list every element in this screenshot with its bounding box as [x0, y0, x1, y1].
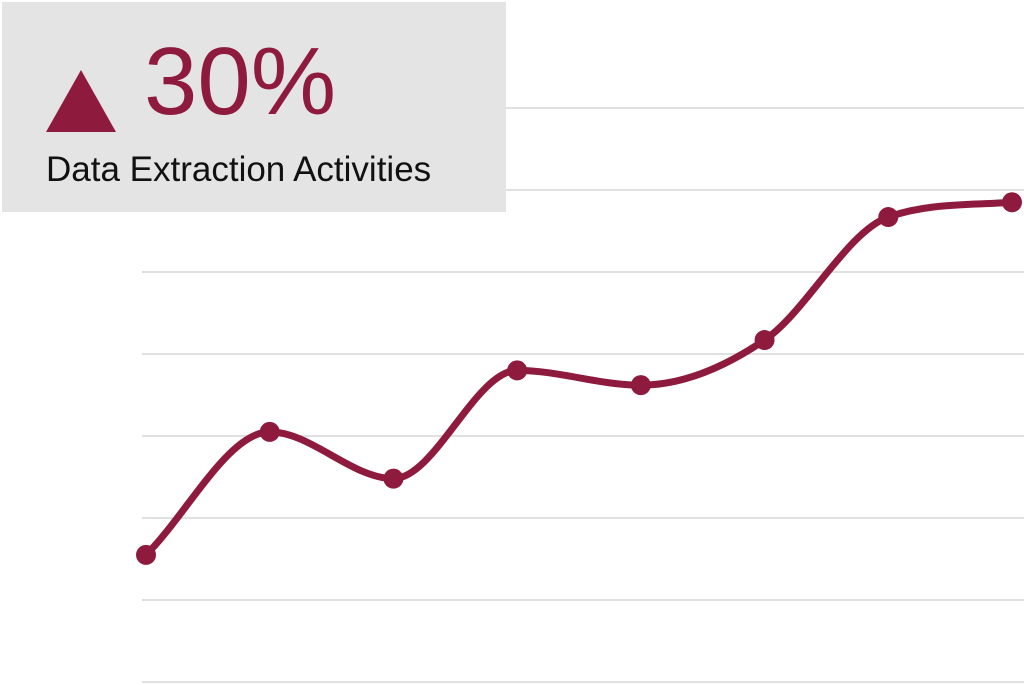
data-point [754, 330, 775, 351]
data-point [259, 421, 280, 442]
up-triangle-icon [46, 70, 116, 132]
stat-card: 30% Data Extraction Activities [2, 2, 506, 212]
data-point [630, 375, 651, 396]
data-point [136, 544, 156, 565]
series-line [142, 198, 1016, 559]
data-point [1002, 192, 1022, 213]
stat-label: Data Extraction Activities [46, 150, 432, 189]
series-group [136, 192, 1022, 565]
data-point [878, 207, 899, 228]
data-point [507, 360, 528, 381]
stat-value: 30% [144, 28, 337, 135]
data-point [383, 468, 404, 489]
